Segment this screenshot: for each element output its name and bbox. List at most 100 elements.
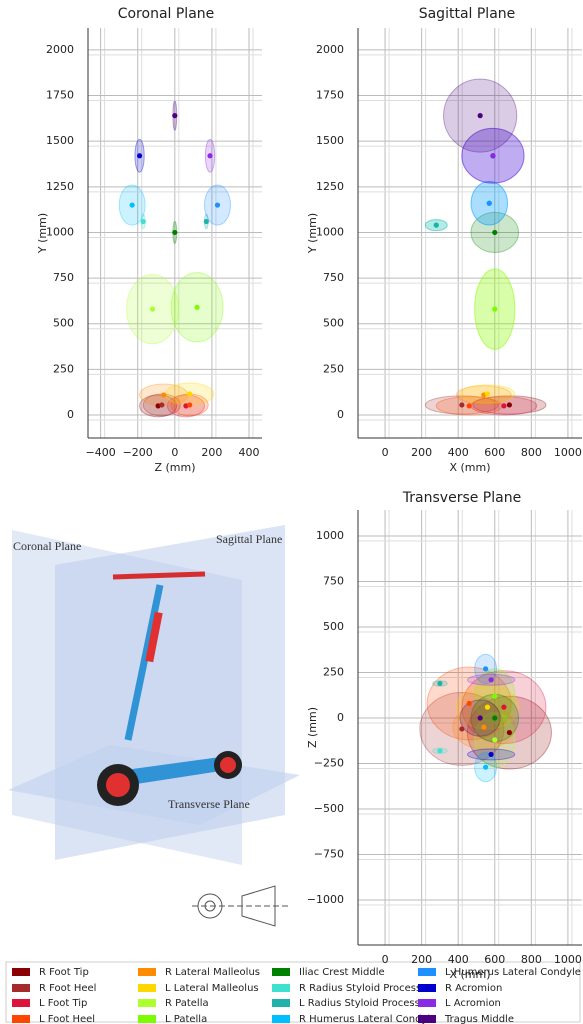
landmark-point <box>459 726 464 731</box>
legend-label: L Patella <box>165 1014 207 1024</box>
y-tick-label: 1000 <box>46 225 74 238</box>
legend-swatch <box>138 999 156 1007</box>
x-tick-label: 0 <box>382 953 389 966</box>
y-tick-label: 1250 <box>316 180 344 193</box>
y-tick-label: 1750 <box>316 89 344 102</box>
x-axis-label: X (mm) <box>449 461 490 474</box>
landmark-point <box>204 219 209 224</box>
y-axis-label: Y (mm) <box>306 213 319 254</box>
plane-label: Sagittal Plane <box>216 532 282 546</box>
x-tick-label: −400 <box>86 446 116 459</box>
figure: Coronal Plane Sagittal Plane Transverse … <box>0 0 583 1024</box>
legend-label: R Lateral Malleolus <box>165 967 260 978</box>
landmark-point <box>492 307 497 312</box>
y-tick-label: 500 <box>323 620 344 633</box>
landmark-point <box>487 201 492 206</box>
y-tick-label: 0 <box>67 408 74 421</box>
landmark-point <box>489 677 494 682</box>
legend-swatch <box>138 984 156 992</box>
scooter-bar <box>113 574 205 577</box>
x-tick-label: 400 <box>239 446 260 459</box>
scooter-hub <box>106 773 130 797</box>
legend-label: R Acromion <box>445 983 502 994</box>
legend-label: R Humerus Lateral Condyle <box>299 1014 436 1024</box>
x-tick-label: 600 <box>484 953 505 966</box>
y-tick-label: 1250 <box>46 180 74 193</box>
x-tick-label: 800 <box>521 446 542 459</box>
landmark-point <box>489 752 494 757</box>
y-tick-label: −250 <box>314 757 344 770</box>
x-tick-label: 0 <box>171 446 178 459</box>
legend-swatch <box>272 968 290 976</box>
y-tick-label: 1000 <box>316 529 344 542</box>
landmark-point <box>215 202 220 207</box>
chart-title: Coronal Plane <box>118 6 215 22</box>
legend-label: Iliac Crest Middle <box>299 967 385 978</box>
y-tick-label: 750 <box>323 271 344 284</box>
x-tick-label: −200 <box>123 446 153 459</box>
chart-title: Transverse Plane <box>402 490 521 506</box>
landmark-point <box>507 730 512 735</box>
landmark-point <box>483 765 488 770</box>
x-tick-label: 200 <box>201 446 222 459</box>
legend-label: R Foot Heel <box>39 983 96 994</box>
y-axis-label: Z (mm) <box>306 707 319 748</box>
chart-title: Sagittal Plane <box>419 6 516 22</box>
landmark-point <box>194 305 199 310</box>
legend-swatch <box>272 1015 290 1023</box>
legend-swatch <box>418 968 436 976</box>
y-tick-label: 0 <box>337 408 344 421</box>
landmark-point <box>483 666 488 671</box>
legend-swatch <box>138 968 156 976</box>
y-tick-label: 1500 <box>46 134 74 147</box>
legend-label: Tragus Middle <box>444 1014 514 1024</box>
x-axis-label: Z (mm) <box>154 461 195 474</box>
landmark-point <box>172 113 177 118</box>
y-tick-label: 250 <box>323 362 344 375</box>
legend-label: R Radius Styloid Process <box>299 983 421 994</box>
landmark-point <box>437 681 442 686</box>
x-tick-label: 600 <box>484 446 505 459</box>
y-axis-label: Y (mm) <box>36 213 49 254</box>
landmark-point <box>130 202 135 207</box>
y-tick-label: 1500 <box>316 134 344 147</box>
y-tick-label: 0 <box>337 711 344 724</box>
legend-swatch <box>138 1015 156 1023</box>
y-tick-label: 250 <box>53 362 74 375</box>
x-tick-label: 400 <box>448 446 469 459</box>
y-tick-label: −750 <box>314 848 344 861</box>
illustration: Coronal Plane Sagittal Plane Transverse … <box>8 525 300 926</box>
landmark-point <box>187 391 192 396</box>
legend-swatch <box>418 999 436 1007</box>
x-tick-label: 1000 <box>554 446 582 459</box>
y-tick-label: 2000 <box>46 43 74 56</box>
landmark-point <box>459 402 464 407</box>
legend-label: L Lateral Malleolus <box>165 983 259 994</box>
landmark-point <box>161 392 166 397</box>
y-tick-label: 1000 <box>316 225 344 238</box>
landmark-point <box>437 748 442 753</box>
legend-swatch <box>272 984 290 992</box>
landmark-point <box>485 391 490 396</box>
landmark-point <box>501 705 506 710</box>
landmark-point <box>159 402 164 407</box>
legend-label: L Foot Heel <box>39 1014 95 1024</box>
landmark-point <box>501 403 506 408</box>
legend-swatch <box>418 1015 436 1023</box>
landmark-point <box>207 153 212 158</box>
legend-swatch <box>272 999 290 1007</box>
landmark-point <box>478 715 483 720</box>
legend-swatch <box>12 999 30 1007</box>
x-tick-label: 400 <box>448 953 469 966</box>
legend-swatch <box>12 1015 30 1023</box>
landmark-point <box>187 402 192 407</box>
plane-label: Coronal Plane <box>13 539 81 553</box>
landmark-point <box>137 153 142 158</box>
y-tick-label: 750 <box>323 575 344 588</box>
legend-swatch <box>418 984 436 992</box>
x-tick-label: 800 <box>521 953 542 966</box>
y-tick-label: 1750 <box>46 89 74 102</box>
y-tick-label: 750 <box>53 271 74 284</box>
landmark-point <box>481 725 486 730</box>
y-tick-label: 500 <box>53 317 74 330</box>
